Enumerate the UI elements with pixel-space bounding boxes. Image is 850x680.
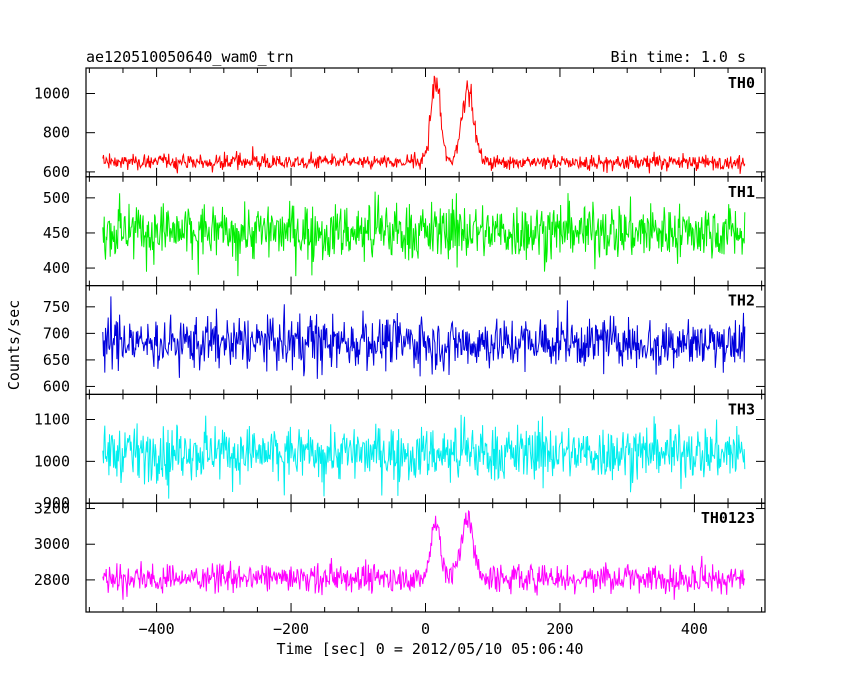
x-tick-label: −200 — [273, 620, 309, 638]
y-tick-label: 600 — [43, 163, 70, 181]
x-tick-label: 400 — [681, 620, 708, 638]
panel-label-th0123: TH0123 — [701, 509, 755, 527]
y-tick-label: 1000 — [34, 84, 70, 102]
series-line-th3 — [102, 414, 746, 499]
y-tick-label: 400 — [43, 259, 70, 277]
y-tick-label: 700 — [43, 324, 70, 342]
y-tick-label: 500 — [43, 189, 70, 207]
panel-frame-th0123 — [85, 502, 766, 613]
x-tick-label: 0 — [421, 620, 430, 638]
panel-label-th1: TH1 — [728, 183, 755, 201]
y-tick-label: 3000 — [34, 535, 70, 553]
y-tick-label: 800 — [43, 124, 70, 142]
y-tick-label: 1100 — [34, 411, 70, 429]
y-tick-label: 450 — [43, 224, 70, 242]
y-tick-label: 3200 — [34, 500, 70, 518]
panels-group: TH0 600 800 1000 TH1 400 450 500 TH2 600 650 700 750… — [34, 67, 766, 638]
y-axis-label: Counts/sec — [5, 300, 23, 390]
series-line-th2 — [102, 296, 746, 379]
x-tick-label: −400 — [139, 620, 175, 638]
y-tick-label: 650 — [43, 351, 70, 369]
y-tick-label: 1000 — [34, 452, 70, 470]
series-line-th0123 — [102, 509, 746, 600]
y-tick-label: 2800 — [34, 571, 70, 589]
x-axis-label: Time [sec] 0 = 2012/05/10 05:06:40 — [276, 640, 583, 658]
x-tick-label: 200 — [546, 620, 573, 638]
bin-time-label: Bin time: 1.0 s — [611, 48, 746, 66]
series-line-th1 — [102, 191, 746, 277]
panel-label-th2: TH2 — [728, 292, 755, 310]
y-tick-label: 750 — [43, 298, 70, 316]
y-tick-label: 600 — [43, 377, 70, 395]
panel-label-th0: TH0 — [728, 74, 755, 92]
panel-label-th3: TH3 — [728, 400, 755, 418]
series-line-th0 — [102, 75, 746, 174]
y-tick-label: 900 — [43, 494, 70, 512]
chart-title: ae120510050640_wam0_trn — [86, 48, 294, 66]
